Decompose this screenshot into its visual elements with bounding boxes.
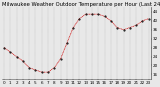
Text: Milwaukee Weather Outdoor Temperature per Hour (Last 24 Hours): Milwaukee Weather Outdoor Temperature pe…	[2, 2, 160, 7]
